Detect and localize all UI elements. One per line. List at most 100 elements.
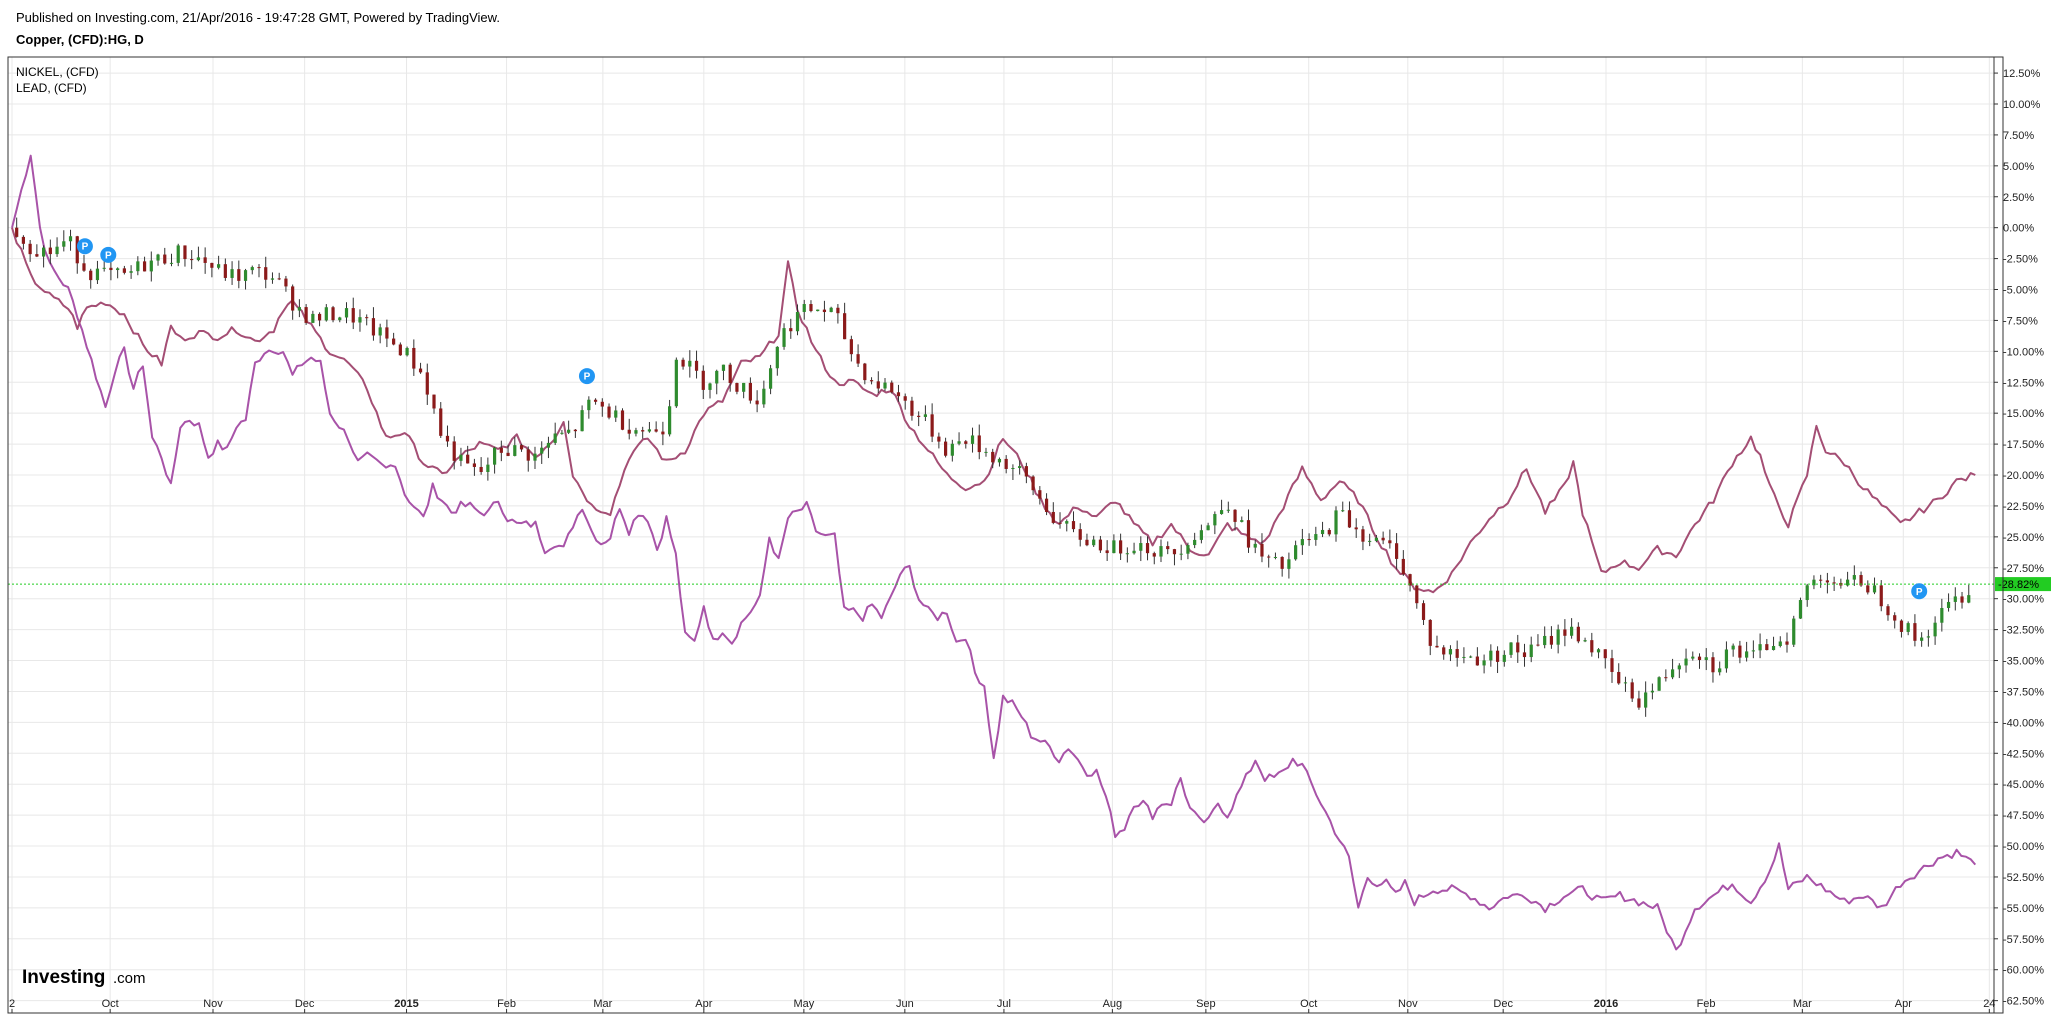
candle-body <box>1845 579 1850 586</box>
candle-body <box>533 453 537 461</box>
x-tick-label: 24 <box>1983 998 1995 1010</box>
x-tick-label: Oct <box>102 998 119 1010</box>
copper-candle <box>1287 552 1291 579</box>
candle-body <box>418 368 423 373</box>
copper-candle <box>237 260 241 289</box>
candle-body <box>217 264 221 268</box>
y-tick-label: -12.50% <box>2003 377 2044 389</box>
copper-candle <box>863 362 867 385</box>
copper-candle <box>1240 516 1244 523</box>
copper-candle <box>75 235 79 274</box>
y-axis: 12.50% 10.00% 7.50% 5.00% 2.50% 0.00% -2.50% -5… <box>1994 68 2044 1008</box>
copper-candle <box>129 265 133 279</box>
candle-body <box>829 307 833 313</box>
y-tick-label: -47.50% <box>2003 810 2044 822</box>
candle-body <box>1960 596 1964 603</box>
candle-body <box>742 382 746 392</box>
copper-candle <box>1085 533 1089 547</box>
copper-candle <box>405 346 409 357</box>
copper-candle <box>917 411 921 427</box>
candle-body <box>196 257 201 261</box>
candle-body <box>519 445 524 450</box>
candle-body <box>412 347 416 369</box>
y-tick-label: -62.50% <box>2003 996 2044 1008</box>
copper-candle <box>1953 587 1957 611</box>
candle-body <box>701 370 705 390</box>
candle-body <box>1307 539 1311 541</box>
last-price-line: -28.82% <box>8 577 2051 592</box>
candle-body <box>1563 629 1567 636</box>
candle-body <box>116 268 120 271</box>
candle-body <box>1233 509 1237 522</box>
candle-body <box>1926 636 1930 638</box>
candle-body <box>223 264 227 278</box>
copper-candle <box>829 306 833 313</box>
candle-body <box>122 268 126 273</box>
candle-body <box>641 430 645 432</box>
copper-candle <box>991 448 995 469</box>
x-tick-label: May <box>793 998 814 1010</box>
candle-body <box>600 401 604 407</box>
candle-body <box>1199 530 1203 540</box>
candle-body <box>432 394 436 409</box>
candle-body <box>1024 466 1028 477</box>
copper-candle <box>1731 643 1735 657</box>
candle-body <box>277 278 281 280</box>
copper-candle <box>1913 614 1917 647</box>
y-tick-label: 0.00% <box>2003 223 2034 235</box>
candle-body <box>1738 645 1742 658</box>
copper-candle <box>1765 638 1769 651</box>
candle-body <box>136 261 140 272</box>
copper-candle <box>694 350 699 379</box>
candle-body <box>169 262 174 264</box>
candle-body <box>1401 558 1405 575</box>
candle-body <box>378 327 382 336</box>
copper-candle <box>896 384 901 402</box>
copper-candle <box>425 363 429 405</box>
candle-body <box>1179 553 1183 555</box>
candle-body <box>492 447 497 465</box>
candle-body <box>149 260 153 272</box>
copper-candle <box>1415 584 1419 609</box>
candle-body <box>317 313 322 321</box>
candle-body <box>156 254 160 261</box>
candle-body <box>1899 620 1904 632</box>
candle-body <box>472 463 477 467</box>
copper-candle <box>344 302 349 324</box>
copper-candle <box>768 364 773 395</box>
candle-body <box>1913 623 1917 641</box>
copper-candle <box>1105 540 1109 561</box>
copper-candle <box>1354 518 1358 538</box>
candle-body <box>499 447 503 453</box>
copper-candle <box>937 432 941 449</box>
x-tick-label: Feb <box>1697 998 1716 1010</box>
copper-candle <box>1179 544 1183 561</box>
copper-candle <box>1664 669 1668 682</box>
candle-body <box>1031 476 1035 491</box>
candle-body <box>1267 556 1271 558</box>
copper-candle <box>587 396 591 419</box>
x-tick-label: Mar <box>593 998 612 1010</box>
copper-candle <box>365 314 369 326</box>
candle-body <box>1314 534 1318 540</box>
candle-body <box>816 309 820 312</box>
candle-body <box>1361 529 1365 542</box>
candle-body <box>977 435 981 453</box>
copper-candle <box>1967 584 1971 604</box>
copper-candle <box>984 447 988 457</box>
copper-candle <box>1570 618 1574 639</box>
candle-body <box>708 383 712 390</box>
copper-candle <box>836 304 840 324</box>
copper-candle <box>1462 647 1466 664</box>
candle-body <box>1879 585 1883 607</box>
candle-body <box>1152 553 1156 557</box>
candle-body <box>1421 603 1426 620</box>
candle-body <box>917 415 921 417</box>
candle-body <box>1347 510 1352 528</box>
copper-candle <box>116 267 120 279</box>
copper-candle <box>977 424 981 460</box>
copper-candle <box>284 275 288 292</box>
candle-body <box>1071 521 1076 530</box>
logo-suffix: .com <box>113 970 146 987</box>
